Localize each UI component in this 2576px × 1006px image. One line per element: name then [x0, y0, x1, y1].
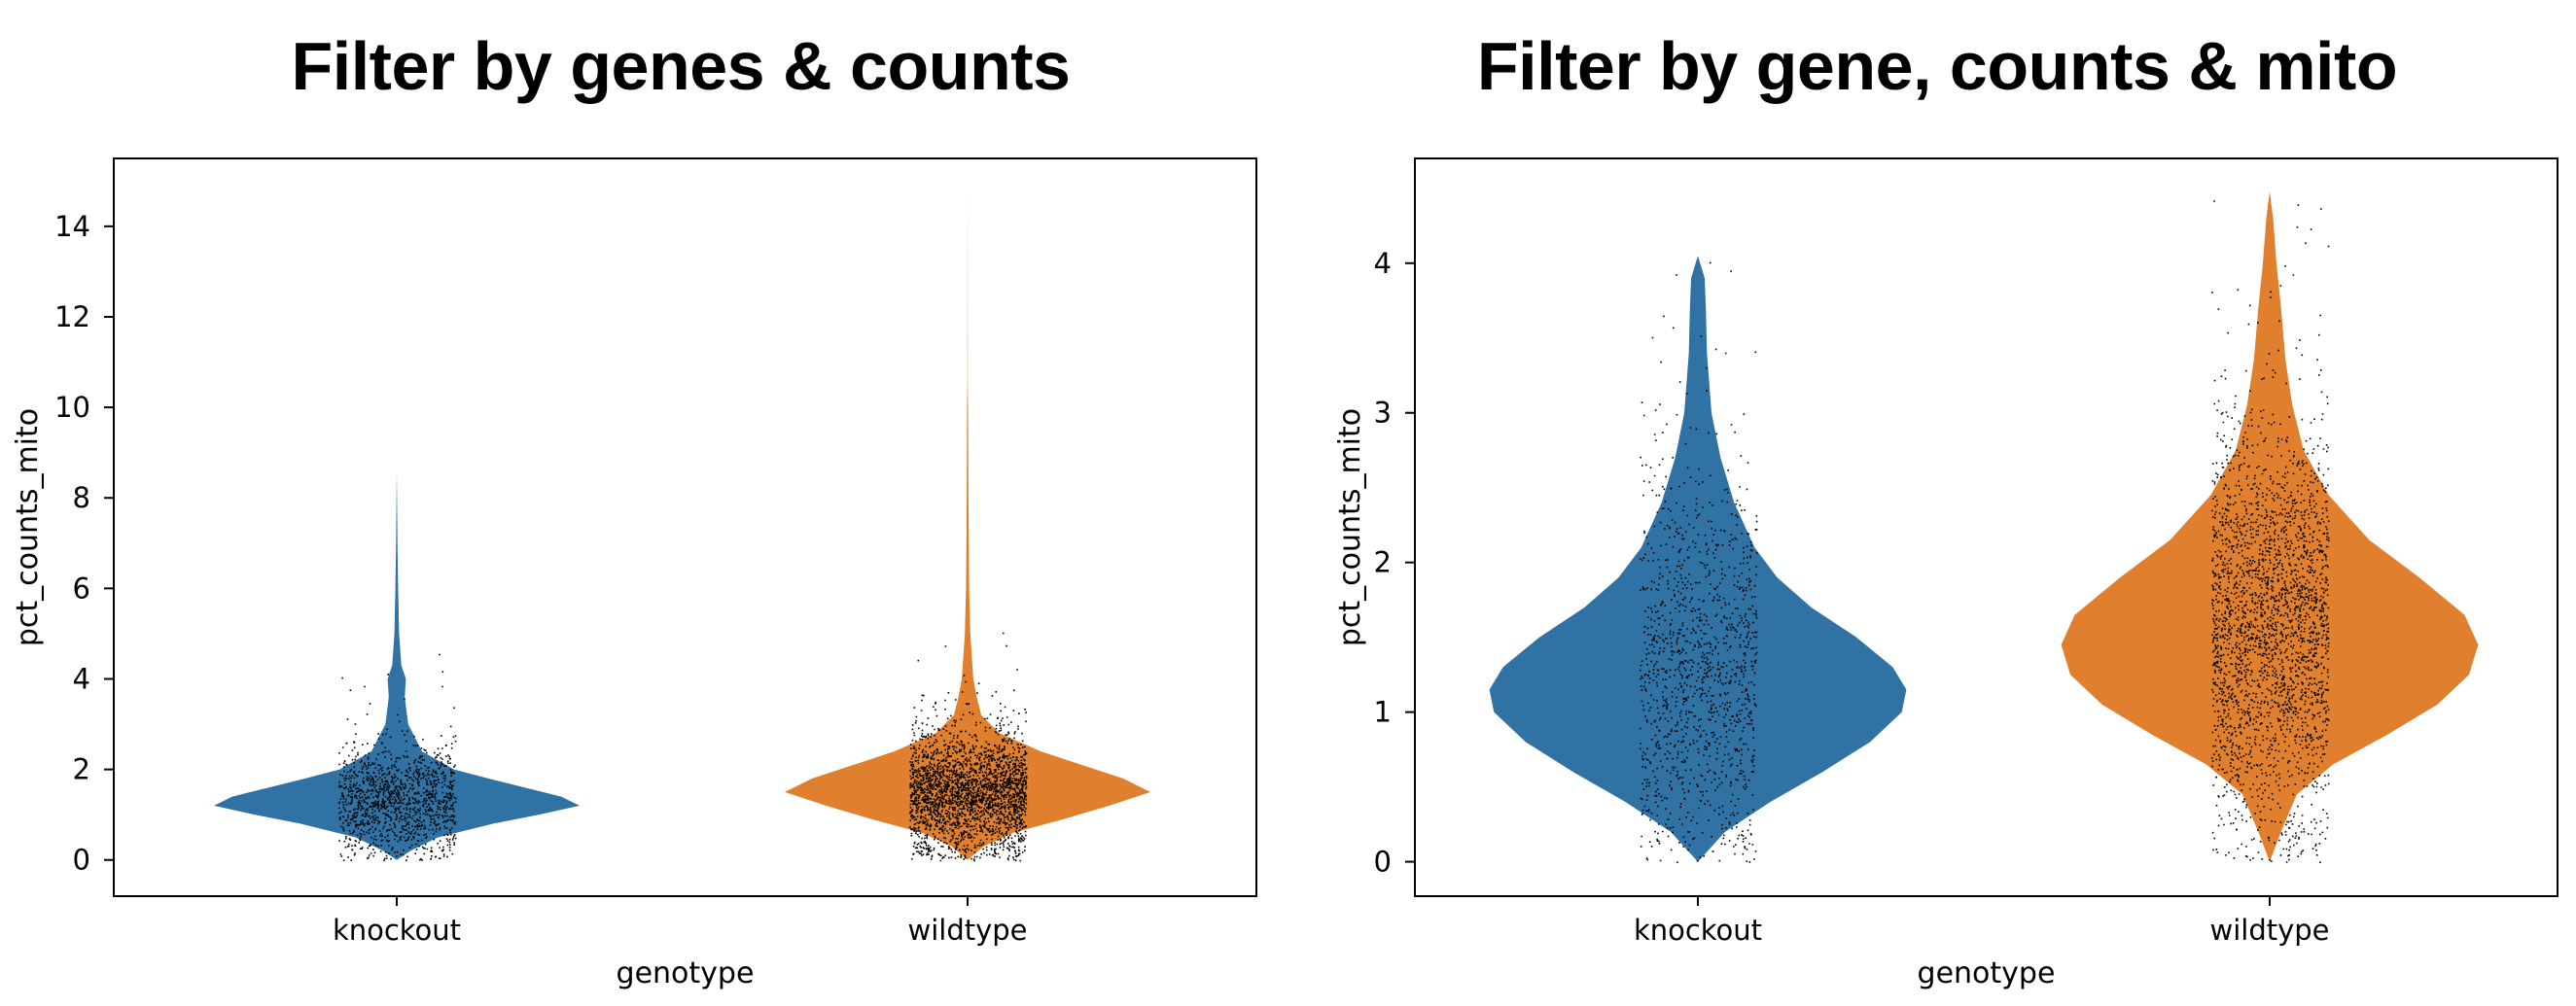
- points-knockout: [338, 653, 457, 861]
- y-tick-label: 14: [54, 210, 90, 243]
- x-axis-label: genotype: [1918, 956, 2056, 990]
- left-panel-title: Filter by genes & counts: [291, 28, 1071, 104]
- x-tick-label-knockout: knockout: [1634, 914, 1762, 947]
- y-tick-label: 2: [73, 753, 90, 786]
- x-axis-label: genotype: [617, 956, 755, 990]
- y-tick-label: 10: [54, 391, 90, 424]
- violin-knockout: [1489, 256, 1907, 862]
- y-tick-label: 6: [73, 572, 90, 605]
- plot-area: [214, 181, 1150, 862]
- violin-knockout: [214, 470, 580, 860]
- y-tick-label: 0: [73, 844, 90, 877]
- points-wildtype: [909, 632, 1028, 862]
- y-tick-label: 3: [1374, 397, 1392, 430]
- y-axis-label: pct_counts_mito: [1333, 408, 1367, 646]
- y-tick-label: 1: [1374, 696, 1392, 729]
- y-tick-label: 8: [73, 481, 90, 514]
- y-tick-label: 4: [1374, 247, 1392, 280]
- chart-1: 0 2 4 6 8 10 12 14 knockout wildtype genotype pct_c…: [11, 157, 1257, 990]
- x-tick-label-knockout: knockout: [333, 914, 461, 947]
- y-tick-label: 0: [1374, 846, 1392, 879]
- x-tick-label-wildtype: wildtype: [2209, 914, 2329, 947]
- plot-area: [1489, 191, 2479, 864]
- y-tick-label: 2: [1374, 546, 1392, 579]
- plot-frame: [1414, 157, 2558, 897]
- y-axis-label: pct_counts_mito: [11, 408, 45, 646]
- violin-wildtype: [785, 181, 1150, 860]
- plot-frame: [113, 157, 1257, 897]
- right-panel-title: Filter by gene, counts & mito: [1476, 28, 2398, 104]
- y-tick-label: 12: [54, 300, 90, 333]
- chart-2: 0 1 2 3 4 knockout wildtype genotype pct_counts_…: [1333, 157, 2558, 990]
- x-tick-label-wildtype: wildtype: [907, 914, 1027, 947]
- y-tick-label: 4: [73, 662, 90, 695]
- points-wildtype: [2211, 200, 2330, 863]
